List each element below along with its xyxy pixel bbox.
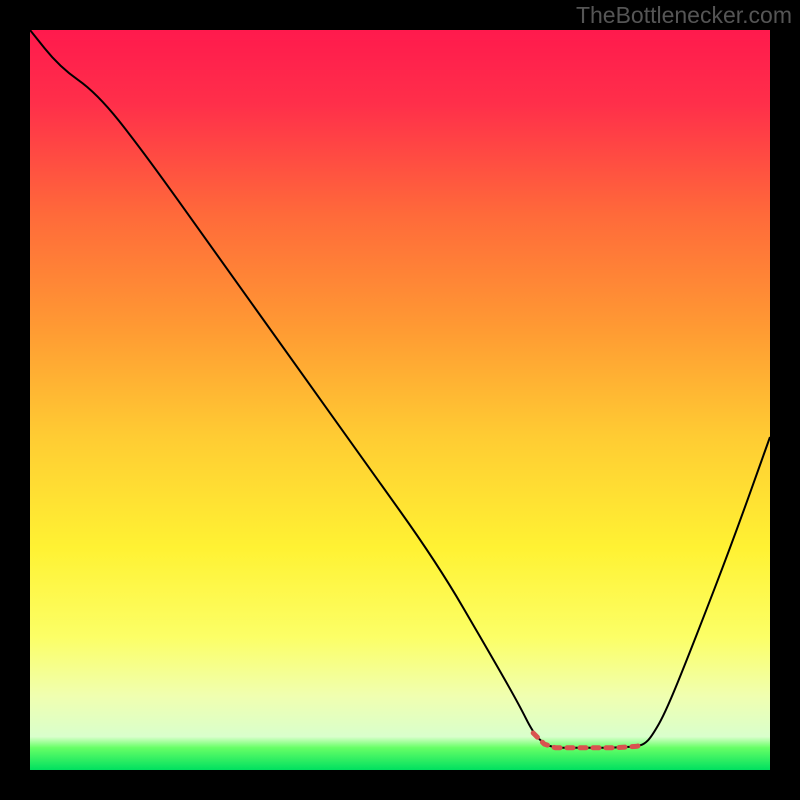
plot-background-window	[30, 30, 770, 770]
chart-frame: TheBottlenecker.com	[0, 0, 800, 800]
watermark-text: TheBottlenecker.com	[576, 2, 792, 29]
gradient-background	[30, 30, 770, 770]
